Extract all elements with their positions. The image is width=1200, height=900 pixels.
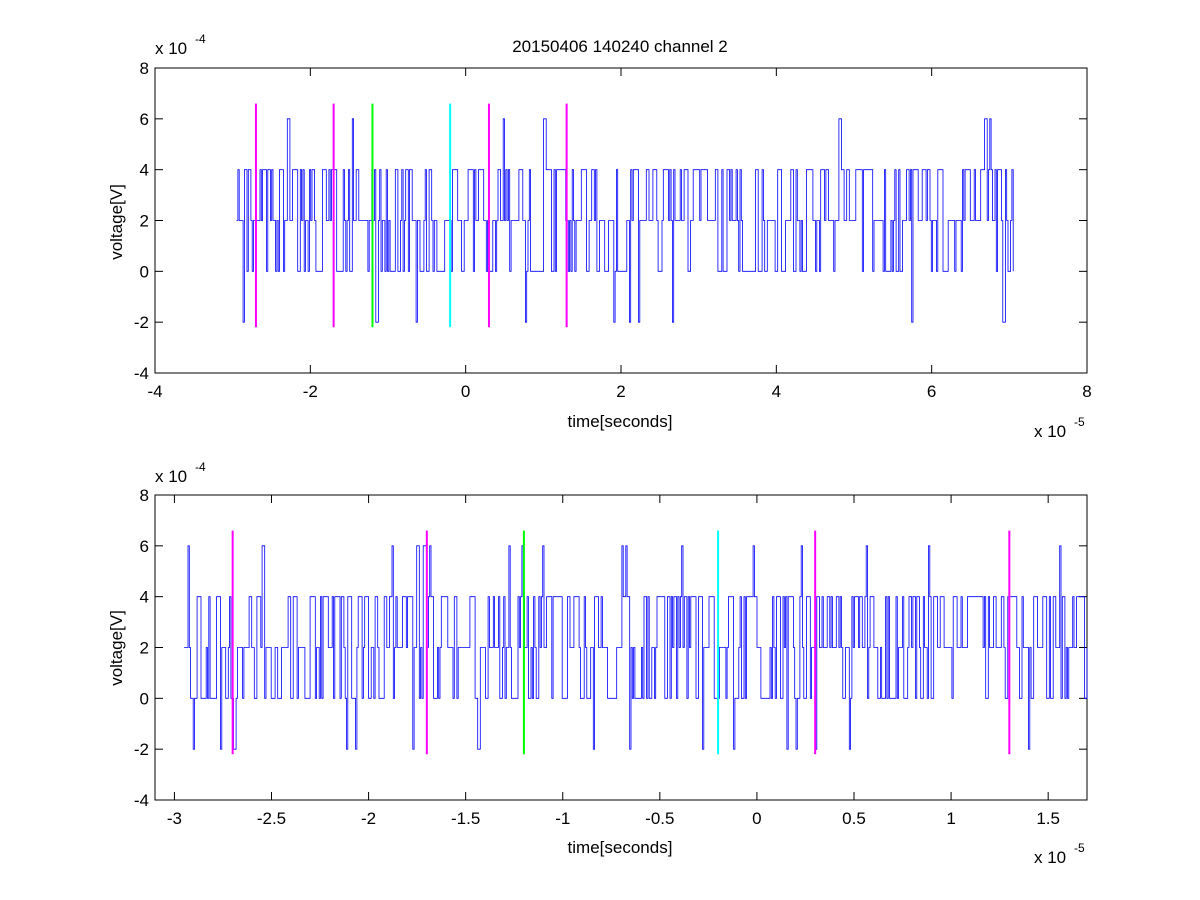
- top-x-exponent: x 10 -5: [1034, 415, 1085, 441]
- bottom-ylabel: voltage[V]: [107, 610, 126, 686]
- y-tick-label: 4: [140, 161, 149, 180]
- bottom-x-exponent: x 10 -5: [1034, 841, 1085, 867]
- bottom-y-exponent-base: x 10: [155, 467, 187, 486]
- x-tick-label: 2: [616, 382, 625, 401]
- top-x-exponent-base: x 10: [1034, 422, 1066, 441]
- y-tick-label: -2: [134, 313, 149, 332]
- x-tick-label: -2.5: [257, 809, 286, 828]
- x-tick-label: 0: [752, 809, 761, 828]
- bottom-axes: -4 -2 0 2 4 6 8 -3 -2.5 -2 -1.5 -1 -0.5 0 0.5 1 1.5 volt…: [107, 460, 1088, 867]
- top-y-exponent-power: -4: [195, 32, 206, 46]
- y-tick-label: -2: [134, 740, 149, 759]
- voltage-series-line: [236, 118, 1014, 323]
- top-xlabel: time[seconds]: [568, 412, 673, 431]
- top-axes-box: [154, 67, 1088, 374]
- x-tick-label: 0: [461, 382, 470, 401]
- top-x-exponent-power: -5: [1074, 415, 1085, 429]
- x-tick-label: 0.5: [842, 809, 866, 828]
- y-tick-label: 6: [140, 110, 149, 129]
- bottom-y-exponent-power: -4: [195, 460, 206, 474]
- x-tick-label: -1: [555, 809, 570, 828]
- x-tick-label: -3: [167, 809, 182, 828]
- x-tick-label: -4: [147, 382, 162, 401]
- bottom-plot-area: -4 -2 0 2 4 6 8 -3 -2.5 -2 -1.5 -1 -0.5 0 0.5 1 1.5: [134, 486, 1088, 828]
- bottom-xlabel: time[seconds]: [568, 838, 673, 857]
- top-plot-area: -4 -2 0 2 4 6 8 -4 -2 0 2 4 6 8: [134, 59, 1092, 401]
- top-y-exponent-base: x 10: [155, 39, 187, 58]
- y-tick-label: 8: [140, 486, 149, 505]
- y-tick-label: -4: [134, 791, 149, 810]
- top-axes: -4 -2 0 2 4 6 8 -4 -2 0 2 4 6 8 voltage[V] time[secon…: [107, 32, 1092, 441]
- figure-title: 20150406 140240 channel 2: [512, 37, 728, 56]
- y-tick-label: 2: [140, 212, 149, 231]
- x-tick-label: 6: [927, 382, 936, 401]
- top-y-exponent: x 10 -4: [155, 32, 206, 58]
- y-tick-label: 0: [140, 689, 149, 708]
- bottom-x-exponent-base: x 10: [1034, 848, 1066, 867]
- y-tick-label: 8: [140, 59, 149, 78]
- voltage-series-line: [184, 545, 1088, 750]
- y-tick-label: -4: [134, 364, 149, 383]
- x-tick-label: 1: [946, 809, 955, 828]
- x-tick-label: -0.5: [645, 809, 674, 828]
- top-ylabel: voltage[V]: [107, 184, 126, 260]
- bottom-x-exponent-power: -5: [1074, 841, 1085, 855]
- y-tick-label: 0: [140, 262, 149, 281]
- x-tick-label: -1.5: [451, 809, 480, 828]
- x-tick-label: -2: [303, 382, 318, 401]
- x-tick-label: 1.5: [1036, 809, 1060, 828]
- bottom-y-exponent: x 10 -4: [155, 460, 206, 486]
- x-tick-label: 4: [772, 382, 781, 401]
- x-tick-label: 8: [1082, 382, 1091, 401]
- y-tick-label: 6: [140, 537, 149, 556]
- y-tick-label: 2: [140, 639, 149, 658]
- x-tick-label: -2: [361, 809, 376, 828]
- y-tick-label: 4: [140, 588, 149, 607]
